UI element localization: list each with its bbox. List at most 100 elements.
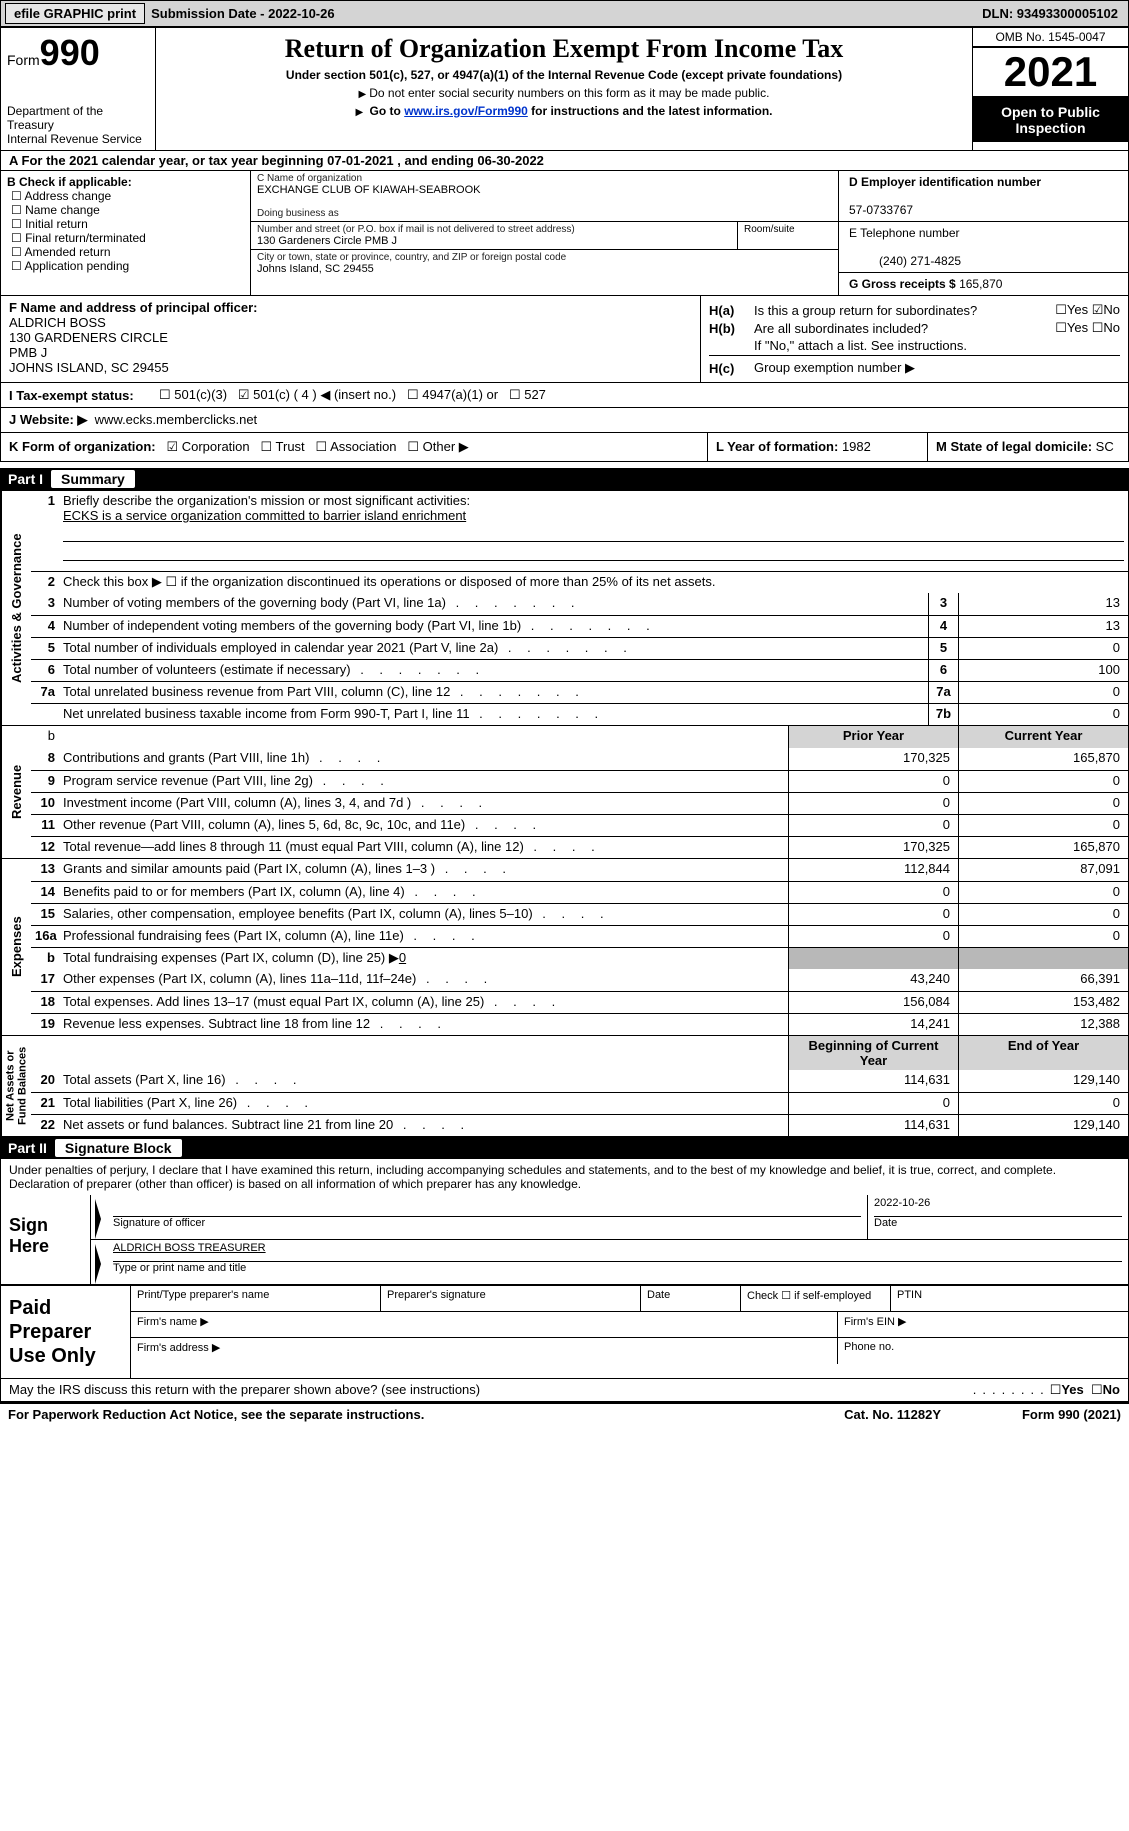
state-domicile: M State of legal domicile: SC: [928, 433, 1128, 461]
sign-here: Sign Here: [1, 1195, 91, 1284]
line-22: Net assets or fund balances. Subtract li…: [59, 1115, 788, 1136]
city-cell: City or town, state or province, country…: [251, 250, 838, 277]
chk-name[interactable]: ☐ Name change: [7, 203, 244, 217]
h-group: H(a)Is this a group return for subordina…: [701, 296, 1128, 382]
tel-cell: E Telephone number (240) 271-4825: [839, 222, 1128, 273]
line-16b: Total fundraising expenses (Part IX, col…: [59, 948, 788, 969]
firm-name-lbl: Firm's name ▶: [131, 1312, 838, 1337]
org-name: EXCHANGE CLUB OF KIAWAH-SEABROOK: [257, 184, 832, 196]
department: Department of the Treasury Internal Reve…: [7, 104, 149, 146]
form-word: Form: [7, 52, 40, 68]
gross-receipts: 165,870: [959, 277, 1002, 291]
website-row: J Website: ▶ www.ecks.memberclicks.net: [1, 407, 1128, 432]
firm-ein-lbl: Firm's EIN ▶: [838, 1312, 1128, 1337]
line-20: Total assets (Part X, line 16) . . . .: [59, 1070, 788, 1092]
prep-self-lbl: Check ☐ if self-employed: [741, 1286, 891, 1311]
gross-cell: G Gross receipts $ 165,870: [839, 273, 1128, 295]
chk-527[interactable]: ☐ 527: [509, 387, 546, 403]
street-cell: Number and street (or P.O. box if mail i…: [251, 222, 738, 249]
chk-initial[interactable]: ☐ Initial return: [7, 217, 244, 231]
chk-501c[interactable]: ☑ 501(c) ( 4 ) ◀ (insert no.): [238, 387, 396, 403]
tax-status-row: I Tax-exempt status: ☐ 501(c)(3) ☑ 501(c…: [1, 382, 1128, 407]
chk-address[interactable]: ☐ Address change: [7, 189, 244, 203]
line-15: Salaries, other compensation, employee b…: [59, 904, 788, 925]
discuss-no[interactable]: ☐No: [1091, 1382, 1120, 1398]
year-cell: OMB No. 1545-0047 2021 Open to Public In…: [973, 28, 1128, 150]
line-18: Total expenses. Add lines 13–17 (must eq…: [59, 992, 788, 1013]
discuss-yes[interactable]: ☐Yes: [1050, 1382, 1084, 1398]
irs-link[interactable]: www.irs.gov/Form990: [404, 104, 528, 118]
mission-desc: Briefly describe the organization's miss…: [59, 491, 1128, 571]
rev-side-label: Revenue: [1, 726, 31, 858]
prep-name-lbl: Print/Type preparer's name: [131, 1286, 381, 1311]
submission-date: Submission Date - 2022-10-26: [151, 6, 335, 21]
row-a-period: A For the 2021 calendar year, or tax yea…: [1, 151, 1128, 170]
prep-date-lbl: Date: [641, 1286, 741, 1311]
chk-final[interactable]: ☐ Final return/terminated: [7, 231, 244, 245]
arrow-icon: [95, 1244, 101, 1284]
chk-501c3[interactable]: ☐ 501(c)(3): [159, 387, 227, 403]
year-formation: L Year of formation: 1982: [708, 433, 928, 461]
discuss-row: May the IRS discuss this return with the…: [0, 1379, 1129, 1402]
open-to-public: Open to Public Inspection: [973, 98, 1128, 142]
city: Johns Island, SC 29455: [257, 263, 832, 275]
pra-notice: For Paperwork Reduction Act Notice, see …: [8, 1407, 424, 1422]
line-17: Other expenses (Part IX, column (A), lin…: [59, 969, 788, 991]
ptin-lbl: PTIN: [891, 1286, 1128, 1311]
end-year-hdr: End of Year: [958, 1036, 1128, 1070]
org-name-cell: C Name of organization EXCHANGE CLUB OF …: [251, 171, 838, 222]
officer-name: ALDRICH BOSS TREASURER: [113, 1242, 266, 1254]
sig-officer-lbl: Signature of officer: [113, 1217, 205, 1229]
line-3: Number of voting members of the governin…: [59, 593, 928, 615]
exp-side-label: Expenses: [1, 859, 31, 1035]
declaration: Under penalties of perjury, I declare th…: [0, 1159, 1129, 1195]
line-6: Total number of volunteers (estimate if …: [59, 660, 928, 681]
line-16a: Professional fundraising fees (Part IX, …: [59, 926, 788, 947]
line-12: Total revenue—add lines 8 through 11 (mu…: [59, 837, 788, 858]
paid-preparer-label: Paid Preparer Use Only: [1, 1286, 131, 1378]
tax-year: 2021: [973, 48, 1128, 98]
line-5: Total number of individuals employed in …: [59, 638, 928, 659]
street: 130 Gardeners Circle PMB J: [257, 235, 731, 247]
ssn-note: Do not enter social security numbers on …: [162, 86, 966, 100]
subtitle: Under section 501(c), 527, or 4947(a)(1)…: [162, 68, 966, 82]
phone-lbl: Phone no.: [838, 1338, 1128, 1364]
line-8: Contributions and grants (Part VIII, lin…: [59, 748, 788, 770]
chk-pending[interactable]: ☐ Application pending: [7, 259, 244, 273]
line-10: Investment income (Part VIII, column (A)…: [59, 793, 788, 814]
cat-no: Cat. No. 11282Y: [844, 1407, 941, 1422]
omb-number: OMB No. 1545-0047: [973, 28, 1128, 48]
line-21: Total liabilities (Part X, line 26) . . …: [59, 1093, 788, 1114]
page-title: Return of Organization Exempt From Incom…: [162, 34, 966, 64]
current-year-hdr: Current Year: [958, 726, 1128, 748]
efile-button[interactable]: efile GRAPHIC print: [5, 3, 145, 24]
officer-cell: F Name and address of principal officer:…: [1, 296, 701, 382]
check-applicable: B Check if applicable: ☐ Address change …: [1, 171, 251, 295]
sig-date: 2022-10-26: [874, 1197, 1122, 1217]
topbar: efile GRAPHIC print Submission Date - 20…: [0, 0, 1129, 27]
line-13: Grants and similar amounts paid (Part IX…: [59, 859, 788, 881]
line-9: Program service revenue (Part VIII, line…: [59, 771, 788, 792]
telephone: (240) 271-4825: [849, 254, 961, 268]
line-11: Other revenue (Part VIII, column (A), li…: [59, 815, 788, 836]
title-cell: Return of Organization Exempt From Incom…: [156, 28, 973, 150]
ein: 57-0733767: [849, 203, 913, 217]
form-id-cell: Form990 Department of the Treasury Inter…: [1, 28, 156, 150]
dln: DLN: 93493300005102: [982, 6, 1118, 21]
chk-4947[interactable]: ☐ 4947(a)(1) or: [407, 387, 498, 403]
line-14: Benefits paid to or for members (Part IX…: [59, 882, 788, 903]
firm-addr-lbl: Firm's address ▶: [131, 1338, 838, 1364]
website[interactable]: www.ecks.memberclicks.net: [95, 412, 258, 427]
form-of-org: K Form of organization: ☑ Corporation ☐ …: [1, 433, 708, 461]
line-7b: Net unrelated business taxable income fr…: [59, 704, 928, 725]
form-number: 990: [40, 32, 100, 73]
part-i-header: Part I Summary: [0, 468, 1129, 490]
prior-year-hdr: Prior Year: [788, 726, 958, 748]
arrow-icon: [95, 1199, 101, 1239]
chk-amended[interactable]: ☐ Amended return: [7, 245, 244, 259]
ein-cell: D Employer identification number 57-0733…: [839, 171, 1128, 222]
type-name-lbl: Type or print name and title: [113, 1262, 246, 1274]
date-lbl: Date: [874, 1217, 897, 1229]
part-ii-header: Part II Signature Block: [0, 1137, 1129, 1159]
line-19: Revenue less expenses. Subtract line 18 …: [59, 1014, 788, 1035]
